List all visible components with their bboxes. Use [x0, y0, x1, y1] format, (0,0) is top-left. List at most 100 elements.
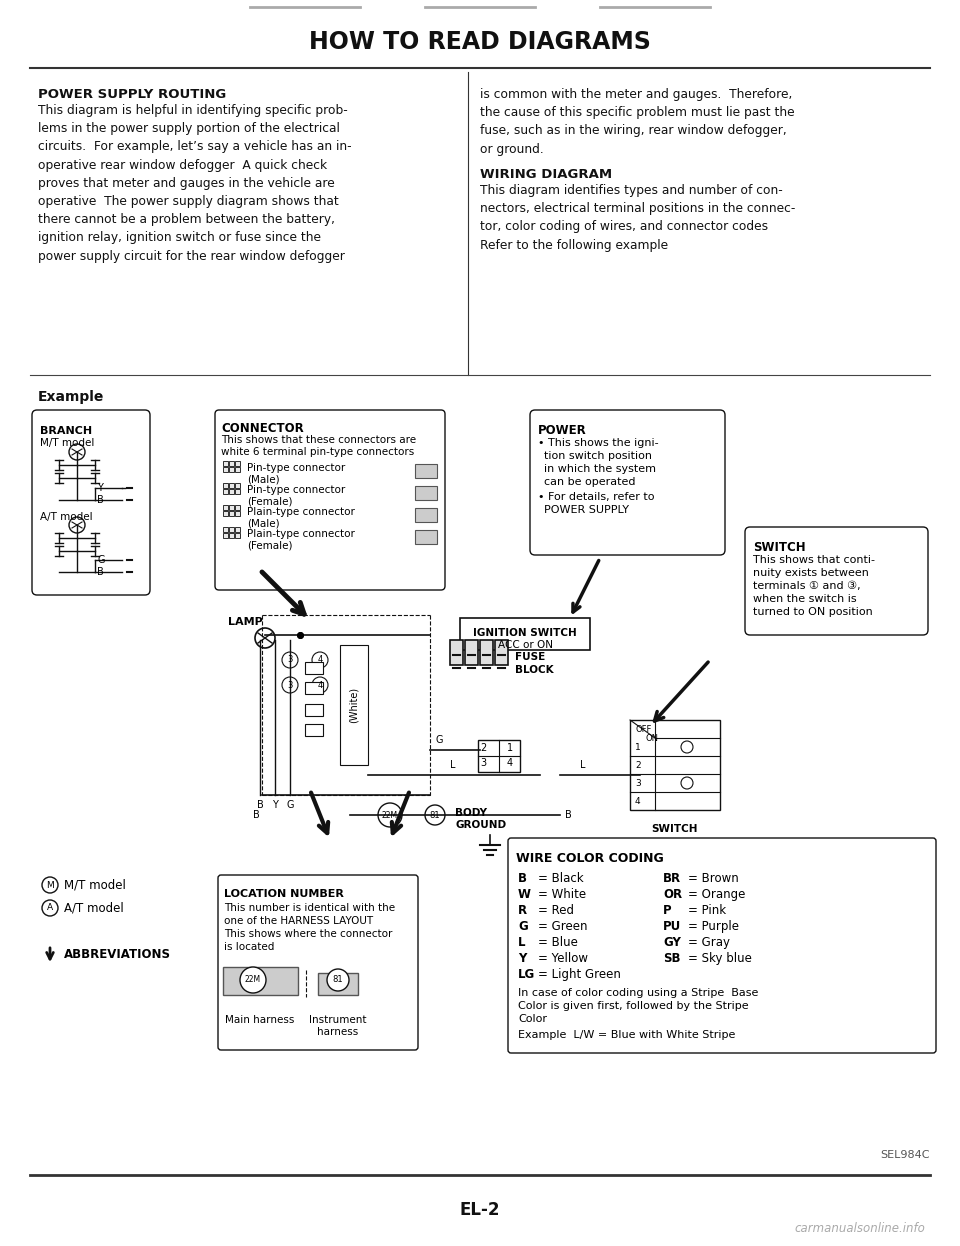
Bar — [235, 533, 240, 538]
Bar — [305, 724, 323, 736]
Text: B: B — [256, 800, 263, 810]
Bar — [235, 527, 240, 532]
Text: This number is identical with the: This number is identical with the — [224, 903, 396, 913]
Text: BODY: BODY — [455, 807, 487, 819]
Text: EL-2: EL-2 — [460, 1201, 500, 1219]
Text: L: L — [518, 936, 525, 949]
Text: when the switch is: when the switch is — [753, 594, 856, 604]
Text: is located: is located — [224, 942, 275, 952]
Text: Pin-type connector: Pin-type connector — [247, 464, 346, 473]
Text: carmanualsonline.info: carmanualsonline.info — [794, 1221, 925, 1235]
Text: G: G — [286, 800, 294, 810]
Text: This shows where the connector: This shows where the connector — [224, 930, 393, 939]
Bar — [450, 640, 463, 665]
Circle shape — [255, 628, 275, 648]
Text: terminals ① and ③,: terminals ① and ③, — [753, 581, 860, 591]
Text: is common with the meter and gauges.  Therefore,
the cause of this specific prob: is common with the meter and gauges. The… — [480, 88, 795, 156]
Text: ON: ON — [646, 734, 659, 743]
Text: SWITCH: SWITCH — [753, 541, 805, 554]
Text: 3: 3 — [287, 655, 293, 664]
Text: 4: 4 — [507, 758, 513, 768]
Text: R: R — [518, 905, 527, 917]
Text: (Male): (Male) — [247, 518, 279, 528]
Text: 22M: 22M — [245, 976, 261, 984]
Text: (Female): (Female) — [247, 540, 293, 549]
Text: = White: = White — [538, 888, 587, 901]
Text: turned to ON position: turned to ON position — [753, 607, 873, 617]
Text: GY: GY — [663, 936, 681, 949]
Text: = Purple: = Purple — [688, 920, 739, 933]
Text: = Sky blue: = Sky blue — [688, 952, 752, 964]
Bar — [223, 511, 228, 516]
Text: POWER: POWER — [538, 424, 587, 437]
Bar — [415, 464, 437, 478]
Bar — [229, 533, 234, 538]
Text: LAMP: LAMP — [228, 617, 263, 627]
Bar — [305, 682, 323, 694]
Text: SB: SB — [663, 952, 681, 964]
Bar — [235, 488, 240, 493]
Bar — [415, 508, 437, 522]
Text: harness: harness — [318, 1027, 359, 1037]
Circle shape — [681, 741, 693, 753]
Bar — [305, 662, 323, 674]
Text: Pin-type connector: Pin-type connector — [247, 485, 346, 495]
Circle shape — [42, 900, 58, 916]
Text: SEL984C: SEL984C — [880, 1150, 930, 1160]
Text: B: B — [253, 810, 260, 820]
Text: This diagram is helpful in identifying specific prob-
lems in the power supply p: This diagram is helpful in identifying s… — [38, 103, 351, 263]
Text: M/T model: M/T model — [40, 439, 94, 449]
Circle shape — [282, 652, 298, 668]
Text: A/T model: A/T model — [40, 512, 92, 522]
Text: B: B — [97, 495, 104, 505]
Circle shape — [681, 778, 693, 789]
Text: • For details, refer to: • For details, refer to — [538, 492, 655, 502]
Text: W: W — [518, 888, 531, 901]
Text: GROUND: GROUND — [455, 820, 506, 830]
Text: Color is given first, followed by the Stripe: Color is given first, followed by the St… — [518, 1001, 749, 1011]
Text: = Black: = Black — [538, 872, 584, 885]
Bar — [223, 533, 228, 538]
Text: B: B — [518, 872, 527, 885]
Text: A/T model: A/T model — [64, 902, 124, 915]
Text: HOW TO READ DIAGRAMS: HOW TO READ DIAGRAMS — [309, 30, 651, 54]
Circle shape — [327, 969, 349, 991]
Text: (Female): (Female) — [247, 496, 293, 506]
Bar — [305, 704, 323, 716]
Text: = Light Green: = Light Green — [538, 968, 621, 981]
Bar — [229, 527, 234, 532]
Text: P: P — [663, 905, 672, 917]
Bar — [223, 483, 228, 488]
Text: ACC or ON: ACC or ON — [497, 640, 553, 650]
Bar — [630, 720, 720, 810]
Text: LG: LG — [518, 968, 536, 981]
Text: = Yellow: = Yellow — [538, 952, 588, 964]
Bar — [235, 461, 240, 466]
Text: Y: Y — [97, 483, 103, 493]
Text: B: B — [565, 810, 572, 820]
Text: • This shows the igni-: • This shows the igni- — [538, 439, 659, 449]
Text: G: G — [435, 735, 443, 745]
Text: FUSE: FUSE — [515, 652, 545, 662]
Text: Instrument: Instrument — [309, 1015, 367, 1025]
Text: 3: 3 — [287, 680, 293, 689]
Bar — [223, 527, 228, 532]
Text: 1: 1 — [507, 743, 513, 753]
Bar — [235, 467, 240, 472]
Text: IGNITION SWITCH: IGNITION SWITCH — [473, 628, 577, 638]
Text: M/T model: M/T model — [64, 878, 126, 891]
Text: white 6 terminal pin-type connectors: white 6 terminal pin-type connectors — [221, 447, 415, 457]
Text: Y: Y — [272, 800, 278, 810]
Text: can be operated: can be operated — [544, 477, 636, 487]
Text: Color: Color — [518, 1014, 547, 1024]
Text: = Blue: = Blue — [538, 936, 578, 949]
Text: M: M — [46, 881, 54, 890]
Bar — [223, 461, 228, 466]
Text: = Orange: = Orange — [688, 888, 745, 901]
Circle shape — [312, 677, 328, 693]
Bar — [235, 511, 240, 516]
Circle shape — [69, 444, 85, 460]
Bar — [495, 640, 508, 665]
Bar — [229, 488, 234, 493]
Circle shape — [425, 805, 445, 825]
